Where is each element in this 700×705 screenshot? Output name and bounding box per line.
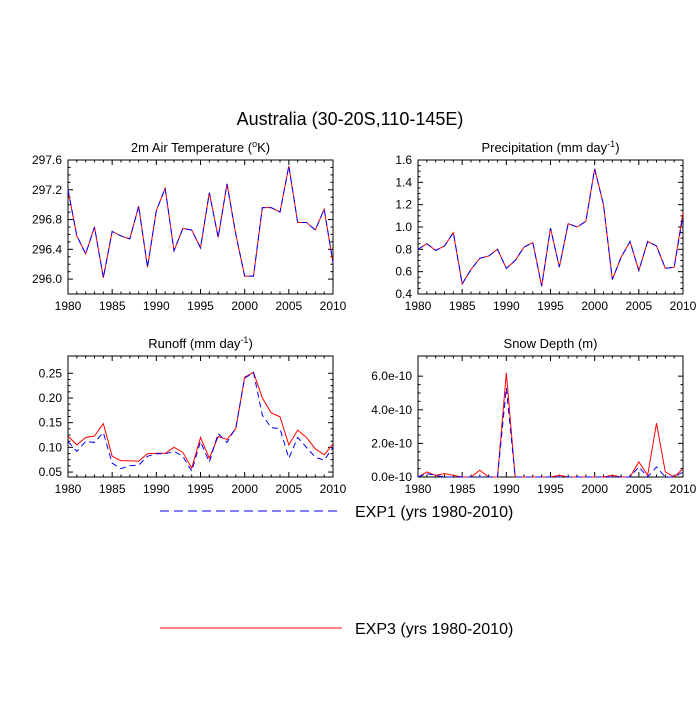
panel-title-suffix: ) bbox=[248, 336, 252, 351]
y-tick-label: 0.8 bbox=[395, 242, 412, 256]
panels-group: 2m Air Temperature (oK) 1980 1985 1990 1995 2… bbox=[32, 139, 697, 496]
legend-label-exp3: EXP3 (yrs 1980-2010) bbox=[355, 621, 513, 638]
panel-title-air-temperature: 2m Air Temperature (oK) bbox=[131, 139, 270, 155]
y-tick-label: 296.0 bbox=[32, 272, 62, 286]
x-tick-label: 1990 bbox=[143, 482, 170, 496]
x-tick-label: 2010 bbox=[670, 482, 697, 496]
series-line-exp3 bbox=[67, 371, 334, 470]
panel-title-text: Snow Depth (m) bbox=[504, 336, 598, 351]
x-tick-label: 1995 bbox=[537, 482, 564, 496]
series-line-exp1 bbox=[67, 371, 334, 473]
y-tick-label: 2.0e-10 bbox=[371, 436, 412, 450]
panel-title-runoff: Runoff (mm day-1) bbox=[148, 335, 253, 351]
x-tick-label: 2000 bbox=[581, 482, 608, 496]
y-tick-label: 1.6 bbox=[395, 153, 412, 167]
series-line-exp1 bbox=[67, 165, 334, 278]
y-tick-label: 0.05 bbox=[39, 465, 63, 479]
figure-title: Australia (30-20S,110-145E) bbox=[237, 109, 464, 129]
x-tick-label: 2005 bbox=[625, 299, 652, 313]
panel-title-precipitation: Precipitation (mm day-1) bbox=[481, 139, 619, 155]
x-tick-label: 2000 bbox=[231, 299, 258, 313]
x-tick-label: 1990 bbox=[493, 482, 520, 496]
y-tick-label: 0.25 bbox=[39, 366, 63, 380]
panel-title-text: Precipitation (mm day bbox=[481, 140, 607, 155]
x-tick-label: 1985 bbox=[99, 299, 126, 313]
chart-panel-air-temperature: 2m Air Temperature (oK) 1980 1985 1990 1995 2… bbox=[32, 139, 347, 313]
x-tick-label: 1985 bbox=[99, 482, 126, 496]
x-tick-label: 1995 bbox=[537, 299, 564, 313]
x-tick-label: 1985 bbox=[449, 299, 476, 313]
panel-title-suffix: ) bbox=[615, 140, 619, 155]
x-tick-label: 1990 bbox=[143, 299, 170, 313]
y-tick-label: 0.10 bbox=[39, 440, 63, 454]
panel-title-suffix: K) bbox=[257, 140, 270, 155]
chart-panel-runoff: Runoff (mm day-1) 1980 1985 1990 1995 2000 200… bbox=[39, 335, 347, 496]
x-tick-label: 1995 bbox=[187, 482, 214, 496]
panel-title-superscript: -1 bbox=[607, 139, 615, 149]
x-tick-label: 1980 bbox=[405, 299, 432, 313]
y-tick-label: 0.0e-10 bbox=[371, 470, 412, 484]
panel-title-snow-depth: Snow Depth (m) bbox=[504, 336, 598, 351]
x-tick-label: 2010 bbox=[320, 482, 347, 496]
y-tick-label: 0.20 bbox=[39, 391, 63, 405]
y-tick-label: 297.6 bbox=[32, 153, 62, 167]
x-tick-label: 2000 bbox=[581, 299, 608, 313]
x-tick-label: 2005 bbox=[625, 482, 652, 496]
y-tick-label: 0.6 bbox=[395, 265, 412, 279]
y-tick-label: 1.2 bbox=[395, 198, 412, 212]
panel-title-text: Runoff (mm day bbox=[148, 336, 241, 351]
chart-panel-precipitation: Precipitation (mm day-1) 1980 1985 1990 1995… bbox=[395, 139, 696, 313]
panel-title-superscript: -1 bbox=[240, 335, 248, 345]
y-tick-label: 296.8 bbox=[32, 213, 62, 227]
y-tick-label: 296.4 bbox=[32, 242, 62, 256]
y-tick-label: 1.4 bbox=[395, 175, 412, 189]
x-tick-label: 2010 bbox=[670, 299, 697, 313]
series-line-exp1 bbox=[417, 387, 684, 478]
chart-panel-snow-depth: Snow Depth (m) 1980 1985 1990 1995 2000 2005 20… bbox=[371, 336, 696, 496]
y-tick-label: 297.2 bbox=[32, 183, 62, 197]
x-tick-label: 2000 bbox=[231, 482, 258, 496]
series-line-exp1 bbox=[417, 168, 684, 287]
x-tick-label: 2005 bbox=[275, 299, 302, 313]
x-tick-label: 1980 bbox=[55, 299, 82, 313]
x-tick-label: 1980 bbox=[55, 482, 82, 496]
y-tick-label: 0.15 bbox=[39, 416, 63, 430]
x-tick-label: 1980 bbox=[405, 482, 432, 496]
x-tick-label: 1995 bbox=[187, 299, 214, 313]
x-tick-label: 2005 bbox=[275, 482, 302, 496]
x-tick-label: 2010 bbox=[320, 299, 347, 313]
y-tick-label: 1.0 bbox=[395, 220, 412, 234]
legend: EXP1 (yrs 1980-2010) EXP3 (yrs 1980-2010… bbox=[160, 504, 513, 638]
y-tick-label: 0.4 bbox=[395, 287, 412, 301]
y-tick-label: 6.0e-10 bbox=[371, 369, 412, 383]
panel-title-superscript: o bbox=[252, 139, 257, 149]
x-tick-label: 1985 bbox=[449, 482, 476, 496]
y-tick-label: 4.0e-10 bbox=[371, 403, 412, 417]
panel-title-text: 2m Air Temperature ( bbox=[131, 140, 253, 155]
x-tick-label: 1990 bbox=[493, 299, 520, 313]
legend-label-exp1: EXP1 (yrs 1980-2010) bbox=[355, 504, 513, 521]
